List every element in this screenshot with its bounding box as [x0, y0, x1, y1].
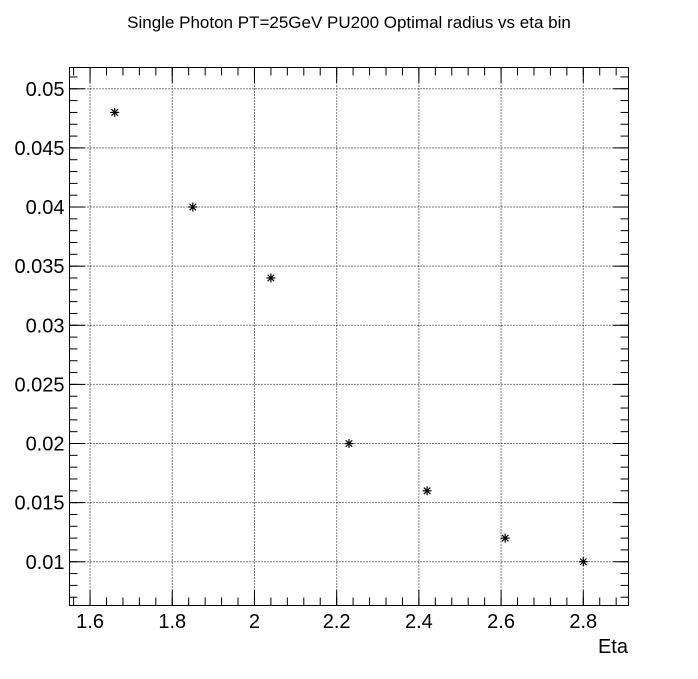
data-points — [110, 107, 588, 567]
axis-ticks — [69, 67, 629, 606]
y-tick-label: 0.025 — [14, 374, 64, 396]
x-axis-title: Eta — [598, 636, 629, 658]
y-tick-label: 0.045 — [14, 138, 64, 160]
x-tick-labels: 1.6 1.8 2 2.2 2.4 2.6 2.8 — [76, 611, 597, 633]
x-tick-label: 2.2 — [323, 611, 351, 633]
y-tick-label: 0.01 — [26, 552, 65, 574]
y-tick-label: 0.05 — [26, 79, 65, 101]
data-point — [422, 486, 432, 496]
x-tick-label: 1.6 — [76, 611, 104, 633]
y-tick-label: 0.015 — [14, 493, 64, 515]
chart-title: Single Photon PT=25GeV PU200 Optimal rad… — [127, 13, 571, 32]
grid — [69, 67, 629, 606]
x-tick-label: 1.8 — [158, 611, 186, 633]
y-tick-label: 0.03 — [26, 315, 65, 337]
y-tick-label: 0.04 — [26, 197, 65, 219]
y-tick-label: 0.035 — [14, 256, 64, 278]
x-tick-label: 2.4 — [405, 611, 433, 633]
data-point — [344, 439, 354, 449]
data-point — [188, 202, 198, 212]
plot-frame — [69, 67, 629, 606]
data-point — [500, 533, 510, 543]
x-tick-label: 2 — [249, 611, 260, 633]
data-point — [110, 107, 120, 117]
x-tick-label: 2.8 — [569, 611, 597, 633]
x-tick-label: 2.6 — [487, 611, 515, 633]
data-point — [266, 273, 276, 283]
data-point — [578, 557, 588, 567]
y-tick-labels: 0.01 0.015 0.02 0.025 0.03 0.035 0.04 0.045 0.05 — [14, 79, 64, 574]
y-tick-label: 0.02 — [26, 434, 65, 456]
